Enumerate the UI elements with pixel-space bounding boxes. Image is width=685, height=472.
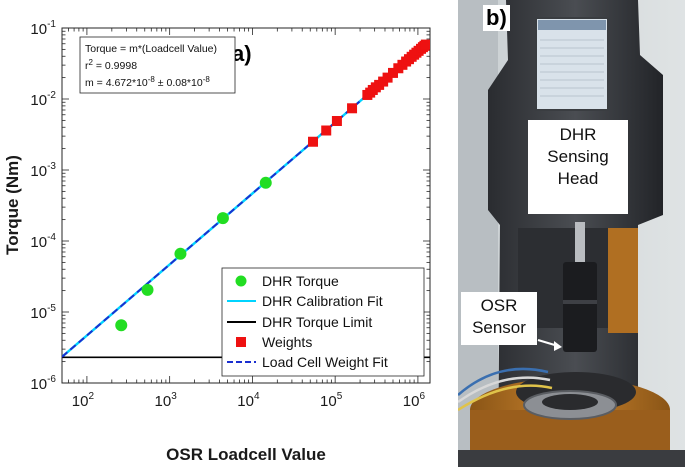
point-dhr-torque (115, 319, 128, 332)
legend-label-dhr-torque: DHR Torque (262, 273, 339, 289)
series-line-load-cell-weight-fit (62, 40, 430, 358)
bronze-column (608, 228, 638, 333)
spindle (575, 222, 585, 262)
legend-marker-dhr-torque (235, 275, 247, 287)
point-weights (321, 125, 332, 136)
point-dhr-torque (259, 176, 272, 189)
x-tick-label: 103 (155, 391, 178, 410)
sample-ring-inner (542, 394, 598, 410)
y-axis-title: Torque (Nm) (3, 155, 22, 255)
legend-label-weights: Weights (262, 334, 312, 350)
dhr-sensing-head-label: DHR Sensing Head (528, 120, 628, 214)
point-dhr-torque (174, 247, 187, 260)
point-weights (382, 72, 393, 83)
series-markers (115, 39, 430, 332)
y-tick-label: 10-6 (30, 374, 56, 393)
point-weights (347, 103, 358, 114)
sensor-pointer (537, 339, 562, 351)
point-dhr-torque (216, 212, 229, 225)
head-label-line-1: DHR (559, 125, 597, 144)
annotation-equation: Torque = m*(Loadcell Value) (85, 43, 217, 55)
x-tick-label: 105 (320, 391, 343, 410)
point-weights (331, 115, 342, 126)
osr-sensor-band (563, 300, 597, 304)
display-rows (540, 39, 604, 97)
panel-label-a: a) (232, 41, 252, 66)
legend: DHR Torque DHR Calibration Fit DHR Torqu… (221, 267, 425, 377)
y-tick-label: 10-2 (30, 90, 56, 109)
point-dhr-torque (141, 283, 154, 296)
legend-marker-weights (236, 337, 246, 347)
osr-sensor-label: OSR Sensor (461, 292, 537, 345)
legend-label-weight-fit: Load Cell Weight Fit (262, 354, 388, 370)
annotation-slope: m = 4.672*10-8 ± 0.08*10-8 (85, 75, 210, 89)
head-label-line-3: Head (557, 169, 599, 188)
photo-b: b) DHR Sensing Head OSR Sensor (457, 0, 685, 467)
legend-label-torque-limit: DHR Torque Limit (262, 314, 372, 330)
axis-ticks: 102 103 104 105 106 10-1 10-2 10-3 10-4 10-5 10-6 (30, 19, 430, 410)
legend-label-calibration-fit: DHR Calibration Fit (262, 293, 383, 309)
sensor-label-line-1: OSR (480, 296, 518, 315)
point-weights (420, 39, 430, 50)
x-axis-title: OSR Loadcell Value (166, 445, 326, 464)
point-weights (387, 67, 398, 78)
head-label-line-2: Sensing (547, 147, 609, 166)
x-tick-label: 102 (72, 391, 95, 410)
x-tick-label: 104 (237, 391, 260, 410)
fit-annotation: Torque = m*(Loadcell Value) r2 = 0.9998 … (79, 36, 236, 94)
display-header (538, 20, 606, 30)
chart-a: 102 103 104 105 10610-110-210-310-410-510-6 … (3, 19, 431, 464)
cables (457, 367, 553, 412)
panel-label-b: b) (483, 5, 510, 31)
table-top (458, 450, 685, 467)
sensor-label-line-2: Sensor (472, 318, 526, 337)
y-tick-label: 10-3 (30, 161, 56, 180)
rheometer-photo (457, 0, 685, 467)
annotation-box (79, 36, 236, 94)
annotation-r-squared: r2 = 0.9998 (85, 58, 137, 72)
y-tick-label: 10-1 (30, 19, 56, 38)
point-weights (308, 136, 319, 147)
y-tick-label: 10-4 (30, 232, 56, 251)
x-tick-label: 106 (403, 391, 426, 410)
y-tick-label: 10-5 (30, 303, 56, 322)
osr-sensor-body (563, 262, 597, 352)
